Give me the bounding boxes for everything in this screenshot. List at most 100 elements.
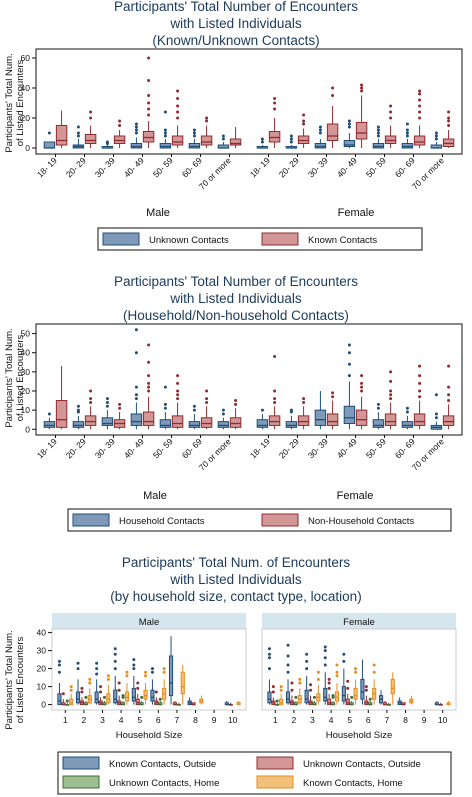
- chart2-s0-g0-c0-box: [43, 421, 56, 428]
- chart1-legend-swatch-known: [261, 232, 299, 246]
- chart3-s1-p1-c1-outlier-1: [290, 681, 294, 685]
- chart1-s0-g1-c5-box: [401, 143, 414, 149]
- chart2-xtick-label-1-5: 60- 69: [393, 436, 417, 460]
- chart2-s1-g1-c5-outlier-2: [418, 381, 422, 385]
- chart3-xlabel-female: Household Size: [326, 730, 393, 741]
- chart1-legend-label-unknown: Unknown Contacts: [149, 235, 229, 246]
- chart1-s1-g0-c5-outlier-0: [205, 119, 209, 123]
- chart1-xtick-label-0-0: 18- 19: [35, 155, 59, 179]
- chart1-s1-g0-c5-outlier-1: [205, 116, 209, 120]
- chart1-s0-g1-c3-box: [343, 140, 356, 147]
- chart2-s1-g1-c4-outlier-0: [389, 397, 393, 401]
- chart3-s3-p0-c3-outlier-1: [125, 670, 129, 674]
- chart2-s0-g0-c6-outlier-1: [221, 408, 225, 412]
- chart2-s0-g1-c6-outlier-0: [434, 416, 438, 420]
- chart3-legend-label-known-home: Known Contacts, Home: [303, 778, 403, 789]
- chart3-s3-p0-c2-outlier-1: [106, 674, 110, 678]
- chart2-s0-g1-c6-outlier-2: [434, 393, 438, 397]
- chart3-s0-p1-c2-outlier-0: [305, 667, 309, 671]
- chart2-s0-g0-c6-box: [217, 421, 230, 428]
- chart2-xtick-label-1-1: 20- 29: [277, 436, 301, 460]
- chart1-s1-g1-c4-outlier-1: [389, 110, 393, 114]
- chart3-s3-p0-c2-box: [106, 693, 111, 704]
- chart2-legend-label-nonhousehold: Non-Household Contacts: [308, 516, 414, 527]
- chart2-ytick-label-30: 30: [21, 367, 31, 377]
- chart3-s3-p1-c4-outlier-1: [354, 667, 358, 671]
- chart3-xtick-label-0-7: 8: [193, 715, 198, 725]
- chart3-xtick-label-0-2: 3: [100, 715, 105, 725]
- chart3-panel-label-male: Male: [139, 617, 160, 628]
- chart3-legend-swatch-known-home: [256, 775, 294, 789]
- chart3-s0-p0-c5-outlier-1: [150, 667, 154, 671]
- chart2-s1-g1-c1-outlier-0: [302, 400, 306, 404]
- chart3-s0-p0-c3-box: [113, 689, 118, 704]
- chart3-s0-p1-c1-outlier-0: [286, 670, 290, 674]
- chart2-s0-g1-c4-outlier-1: [376, 402, 380, 406]
- chart3-s1-p0-c4-outlier-1: [136, 681, 140, 685]
- chart1-s0-g0-c3-box: [130, 143, 143, 149]
- chart3-s0-p0-c4-outlier-2: [132, 658, 136, 662]
- chart2-s0-g1-c0-outlier-0: [260, 408, 264, 412]
- chart2-ylabel-line1: Participants' Total Num.: [4, 328, 15, 427]
- chart2-legend-swatch-nonhousehold: [261, 513, 299, 527]
- chart3-s3-p0-c3-box: [124, 691, 130, 702]
- chart2-s0-g0-c3-outlier-3: [134, 351, 138, 355]
- chart2-s1-g1-c6-outlier-0: [447, 399, 451, 403]
- chart3-s0-p1-c1-outlier-3: [286, 643, 290, 647]
- chart3-s0-p0-c1-outlier-1: [76, 661, 80, 665]
- chart2-xtick-label-1-4: 50- 59: [364, 436, 388, 460]
- chart2-plot-frame: [35, 323, 463, 436]
- chart3-s1-p1-c0-outlier-1: [271, 685, 275, 689]
- chart2-s1-g1-c4-outlier-1: [389, 393, 393, 397]
- chart3-s3-p1-c0-outlier-1: [279, 685, 283, 689]
- chart3-xtick-label-0-3: 4: [119, 715, 124, 725]
- chart1-s1-g1-c0-outlier-2: [273, 97, 277, 100]
- chart2-s1-g1-c3-box: [355, 409, 368, 426]
- chart1-s1-g0-c3-outlier-2: [147, 101, 151, 105]
- chart2-s0-g0-c3-outlier-0: [134, 397, 138, 401]
- chart2-xtick-label-0-3: 40- 49: [122, 436, 146, 460]
- chart1-legend-swatch-unknown: [102, 232, 140, 246]
- chart1-s0-g0-c1-outlier-0: [76, 134, 80, 138]
- chart3-s3-p0-c4-box: [143, 689, 148, 700]
- chart3-xtick-label-0-1: 2: [82, 715, 87, 725]
- chart3-legend: Known Contacts, Outside Unknown Contacts…: [57, 751, 452, 795]
- chart1-s1-g1-c3-outlier-0: [360, 89, 364, 93]
- chart3-s0-p1-c5-box: [360, 678, 365, 700]
- chart2-s0-g0-c2-outlier-0: [105, 404, 109, 408]
- chart2-s0-g0-c0-outlier-0: [47, 412, 51, 416]
- chart3-s1-p1-c3-box: [327, 698, 332, 706]
- chart2-s0-g1-c1-box: [285, 421, 298, 428]
- chart3-s0-p1-c1-box: [285, 691, 291, 704]
- chart1-xtick-label-1-4: 50- 59: [364, 155, 388, 179]
- chart3-s0-p1-c0-outlier-0: [267, 667, 271, 671]
- chart3-s0-p1-c1-outlier-1: [286, 663, 290, 667]
- chart3-legend-label-known-outside: Known Contacts, Outside: [109, 759, 216, 770]
- chart3-xtick-label-0-6: 7: [175, 715, 180, 725]
- chart2-s1-g1-c5-outlier-1: [418, 389, 422, 393]
- chart1-s0-g1-c1-outlier-0: [289, 140, 293, 144]
- chart2-s0-g0-c2-outlier-2: [105, 397, 109, 401]
- chart2-legend-label-household: Household Contacts: [119, 516, 205, 527]
- chart3-xtick-label-1-8: 9: [422, 715, 427, 725]
- chart1-s1-g0-c1-box: [84, 134, 97, 144]
- chart3-s3-p1-c3-outlier-0: [335, 674, 339, 678]
- chart2-s1-g1-c1-outlier-1: [302, 397, 306, 401]
- chart2-s1-g0-c3-box: [142, 411, 155, 426]
- chart3-s3-p1-c3-box: [334, 691, 340, 702]
- chart3-strip-male: [52, 613, 246, 629]
- chart2-s1-g0-c1-outlier-1: [89, 397, 93, 401]
- chart1-s1-g0-c5-box: [200, 135, 213, 146]
- chart1-s1-g1-c4-outlier-2: [389, 104, 393, 108]
- chart1-xtick-label-0-1: 20- 29: [64, 155, 88, 179]
- chart1-s0-g0-c3-outlier-2: [134, 125, 138, 129]
- chart3-s0-p1-c2-box: [304, 689, 309, 704]
- chart3-s2-p1-c0-outlier-0: [275, 699, 279, 703]
- chart3-ytick-label-0: 0: [41, 700, 46, 710]
- chart1-xtick-label-0-5: 60- 69: [180, 155, 204, 179]
- chart3-s0-p1-c2-outlier-2: [305, 652, 309, 656]
- chart1-s0-g0-c4-outlier-2: [163, 128, 167, 132]
- chart3-s2-p1-c5-outlier-0: [368, 697, 372, 701]
